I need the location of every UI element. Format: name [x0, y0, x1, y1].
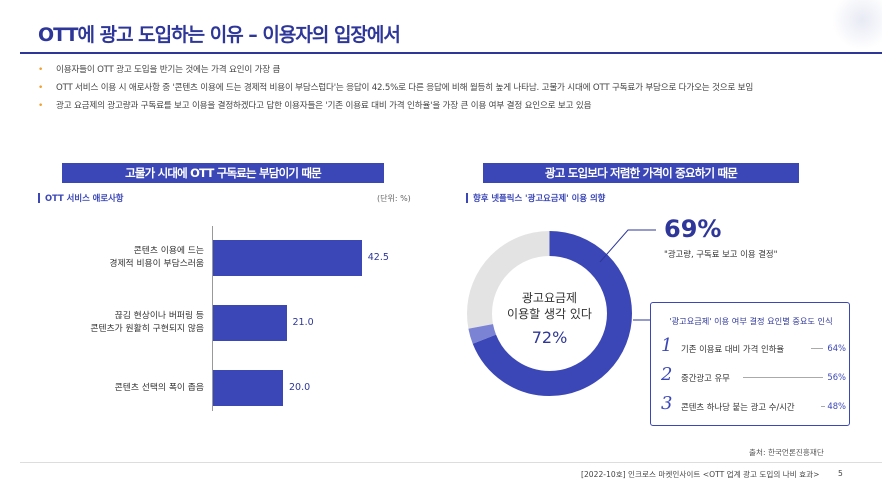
footer-divider	[20, 462, 882, 463]
right-sub-label: 향후 넷플릭스 '광고요금제' 이용 의향	[466, 193, 605, 203]
bullet-dot-icon: •	[38, 101, 44, 111]
factor-rank: 3	[661, 393, 673, 414]
factor-row: 1 기존 이용료 대비 가격 인하율 64%	[661, 335, 846, 359]
factor-row: 3 콘텐츠 하나당 붙는 광고 수/시간 48%	[661, 393, 846, 417]
bullet-dot-icon: •	[38, 83, 44, 93]
left-sub-label: OTT 서비스 애로사항	[38, 193, 124, 203]
donut-slice-main	[467, 231, 632, 396]
factor-row: 2 중간광고 유무 56%	[661, 364, 846, 388]
bar-category-label: 콘텐츠 선택의 폭이 좁음	[114, 382, 204, 393]
highlight-percentage: 69%	[664, 215, 722, 243]
factor-title: '광고요금제' 이용 여부 결정 요인별 중요도 인식	[669, 316, 833, 326]
bar-category-label: 콘텐츠 이용에 드는 경제적 비용이 부담스러움	[109, 246, 204, 269]
factor-rank: 1	[661, 335, 673, 356]
bar-value-label: 42.5	[367, 252, 389, 263]
bullet-text: 광고 요금제의 광고량과 구독료를 보고 이용을 결정하겠다고 답한 이용자들은…	[56, 101, 592, 111]
donut-label-line1: 광고요금제	[521, 291, 578, 305]
donut-chart	[467, 231, 632, 396]
factor-rank: 2	[661, 364, 673, 385]
left-panel-header: 고물가 시대에 OTT 구독료는 부담이기 때문	[62, 163, 384, 183]
bar-value-label: 20.0	[289, 382, 311, 393]
factor-leader-line	[821, 406, 825, 407]
page-title: OTT에 광고 도입하는 이유 – 이용자의 입장에서	[38, 24, 401, 46]
bullet-text: OTT 서비스 이용 시 애로사항 중 '콘텐츠 이용에 드는 경제적 비용이 …	[56, 83, 754, 93]
bullet-dot-icon: •	[38, 65, 44, 75]
donut-percentage: 72%	[531, 328, 568, 347]
factor-box: '광고요금제' 이용 여부 결정 요인별 중요도 인식 1 기존 이용료 대비 …	[650, 302, 850, 426]
factor-label: 중간광고 유무	[681, 373, 730, 383]
bullet-list: • 이용자들이 OTT 광고 도입을 반기는 것에는 가격 요인이 가장 큼 • O…	[38, 64, 858, 118]
bullet-text: 이용자들이 OTT 광고 도입을 반기는 것에는 가격 요인이 가장 큼	[56, 65, 281, 75]
right-panel-header: 광고 도입보다 저렴한 가격이 중요하기 때문	[483, 163, 799, 183]
factor-label: 콘텐츠 하나당 붙는 광고 수/시간	[681, 402, 795, 412]
bullet-item: • 광고 요금제의 광고량과 구독료를 보고 이용을 결정하겠다고 답한 이용자들…	[38, 100, 858, 112]
unit-label: (단위: %)	[377, 194, 411, 203]
donut-label-line2: 이용할 생각 있다	[507, 307, 592, 321]
bar-category-label: 끊김 현상이나 버퍼링 등 콘텐츠가 원활히 구현되지 않음	[90, 311, 204, 334]
bar	[213, 305, 287, 341]
footer-text: [2022-10호] 인크로스 마켓인사이트 <OTT 업계 광고 도입의 나비…	[581, 470, 820, 479]
factor-value: 48%	[827, 401, 846, 411]
highlight-description: "광고량, 구독료 보고 이용 결정"	[664, 249, 778, 259]
corner-decoration	[832, 0, 882, 50]
bar	[213, 370, 283, 406]
title-divider	[20, 52, 882, 54]
factor-leader-line	[811, 348, 823, 349]
page-number: 5	[838, 469, 843, 478]
factor-value: 56%	[827, 372, 846, 382]
bar	[213, 240, 362, 276]
bullet-item: • OTT 서비스 이용 시 애로사항 중 '콘텐츠 이용에 드는 경제적 비용이…	[38, 82, 858, 94]
factor-label: 기존 이용료 대비 가격 인하율	[681, 344, 785, 354]
bullet-item: • 이용자들이 OTT 광고 도입을 반기는 것에는 가격 요인이 가장 큼	[38, 64, 858, 76]
factor-leader-line	[743, 377, 823, 378]
factor-value: 64%	[827, 343, 846, 353]
donut-center-text: 광고요금제 이용할 생각 있다 72%	[466, 290, 633, 347]
source-note: 출처: 한국언론진흥재단	[749, 448, 824, 457]
bar-value-label: 21.0	[292, 317, 314, 328]
bar-axis-line	[212, 226, 213, 411]
